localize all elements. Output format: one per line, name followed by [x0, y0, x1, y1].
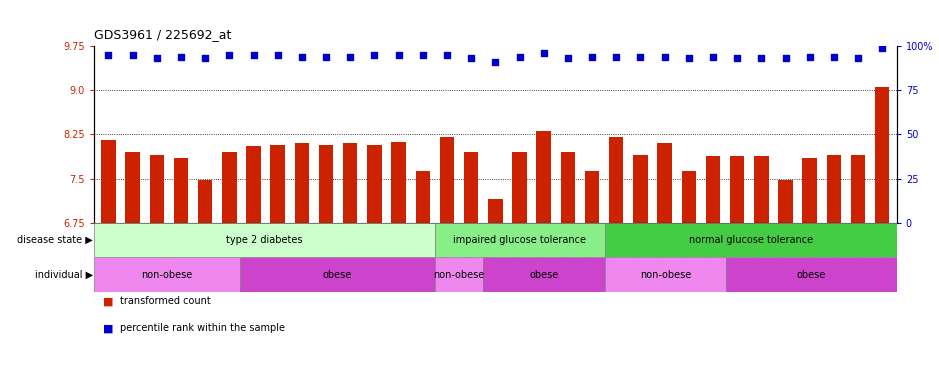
Bar [435, 257, 484, 292]
Bar [94, 257, 239, 292]
Bar [513, 152, 527, 223]
Bar [416, 171, 430, 223]
Text: disease state ▶: disease state ▶ [17, 235, 93, 245]
Text: obese: obese [797, 270, 826, 280]
Point [826, 54, 841, 60]
Point [125, 52, 140, 58]
Bar [343, 143, 358, 223]
Bar [561, 152, 575, 223]
Point [730, 55, 745, 61]
Bar [657, 143, 671, 223]
Bar [484, 257, 605, 292]
Bar [605, 223, 897, 257]
Point [536, 50, 551, 56]
Text: normal glucose tolerance: normal glucose tolerance [688, 235, 813, 245]
Point [585, 54, 600, 60]
Bar [706, 156, 720, 223]
Bar [754, 156, 769, 223]
Point [174, 54, 189, 60]
Text: ■: ■ [103, 296, 114, 306]
Point [270, 52, 285, 58]
Text: obese: obese [323, 270, 352, 280]
Text: individual ▶: individual ▶ [35, 270, 93, 280]
Point [851, 55, 866, 61]
Point [512, 54, 527, 60]
Bar [101, 140, 115, 223]
Bar [125, 152, 140, 223]
Point [754, 55, 769, 61]
Point [682, 55, 697, 61]
Bar [488, 199, 502, 223]
Point [318, 54, 333, 60]
Point [657, 54, 672, 60]
Bar [198, 180, 212, 223]
Point [439, 52, 454, 58]
Bar [319, 145, 333, 223]
Text: percentile rank within the sample: percentile rank within the sample [120, 323, 285, 333]
Bar [222, 152, 237, 223]
Text: GDS3961 / 225692_at: GDS3961 / 225692_at [94, 28, 231, 41]
Bar [464, 152, 478, 223]
Bar [682, 172, 696, 223]
Bar [174, 158, 188, 223]
Point [561, 55, 576, 61]
Bar [239, 257, 435, 292]
Text: ■: ■ [103, 323, 114, 333]
Point [608, 54, 623, 60]
Point [633, 54, 648, 60]
Bar [367, 145, 381, 223]
Point [367, 52, 382, 58]
Bar [730, 156, 745, 223]
Point [100, 52, 115, 58]
Bar [727, 257, 897, 292]
Bar [435, 223, 605, 257]
Point [391, 52, 406, 58]
Point [246, 52, 261, 58]
Bar [536, 131, 551, 223]
Point [197, 55, 212, 61]
Bar [246, 146, 261, 223]
Text: transformed count: transformed count [120, 296, 211, 306]
Bar [633, 155, 648, 223]
Bar [851, 155, 866, 223]
Point [705, 54, 720, 60]
Text: obese: obese [530, 270, 559, 280]
Text: non-obese: non-obese [433, 270, 485, 280]
Bar [605, 257, 727, 292]
Point [149, 55, 164, 61]
Bar [875, 87, 889, 223]
Bar [439, 137, 454, 223]
Point [875, 45, 890, 51]
Bar [609, 137, 623, 223]
Bar [585, 172, 599, 223]
Bar [778, 180, 793, 223]
Bar [826, 155, 841, 223]
Bar [295, 143, 309, 223]
Bar [270, 145, 285, 223]
Point [415, 52, 430, 58]
Bar [803, 158, 817, 223]
Bar [392, 142, 406, 223]
Bar [94, 223, 435, 257]
Point [294, 54, 309, 60]
Text: impaired glucose tolerance: impaired glucose tolerance [454, 235, 586, 245]
Bar [149, 155, 164, 223]
Point [778, 55, 793, 61]
Text: type 2 diabetes: type 2 diabetes [226, 235, 302, 245]
Point [222, 52, 237, 58]
Point [488, 59, 503, 65]
Point [343, 54, 358, 60]
Text: non-obese: non-obese [141, 270, 192, 280]
Text: non-obese: non-obese [640, 270, 691, 280]
Point [464, 55, 479, 61]
Point [802, 54, 817, 60]
